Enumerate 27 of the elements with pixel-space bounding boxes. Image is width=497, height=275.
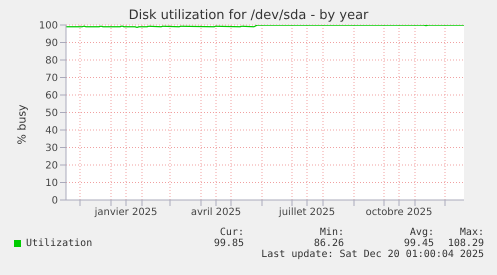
text: 86.26	[312, 238, 344, 249]
y-tick-label: 0	[52, 196, 58, 207]
y-tick-label: 90	[45, 38, 58, 50]
text: Cur:	[218, 227, 244, 238]
y-tick-label: 50	[45, 108, 58, 120]
y-tick-label: 10	[45, 178, 58, 190]
y-tick-label: 40	[45, 126, 58, 137]
y-tick-label: 80	[45, 56, 58, 67]
text: Last update: Sat Dec 20 01:00:04 2025	[260, 249, 484, 260]
y-tick-label: 70	[45, 73, 58, 84]
chart-title: Disk utilization for /dev/sda - by year	[128, 8, 368, 23]
x-tick-label: janvier 2025	[94, 207, 158, 218]
text: Avg:	[408, 227, 434, 238]
y-axis-title: % busy	[16, 104, 29, 145]
text: Max:	[458, 227, 484, 238]
y-tick-label: 30	[45, 143, 58, 154]
y-tick-label: 20	[45, 160, 58, 172]
legend-label: Utilization	[25, 238, 94, 249]
text: 99.85	[212, 238, 244, 249]
text: 99.45	[402, 238, 434, 249]
x-tick-label: avril 2025	[190, 207, 242, 218]
x-tick-label: octobre 2025	[366, 207, 432, 218]
y-tick-label: 100	[38, 20, 58, 32]
text: Min:	[318, 227, 344, 238]
x-tick-label: juillet 2025	[278, 207, 336, 218]
y-tick-label: 60	[45, 90, 58, 102]
text: 108.29	[446, 238, 484, 249]
